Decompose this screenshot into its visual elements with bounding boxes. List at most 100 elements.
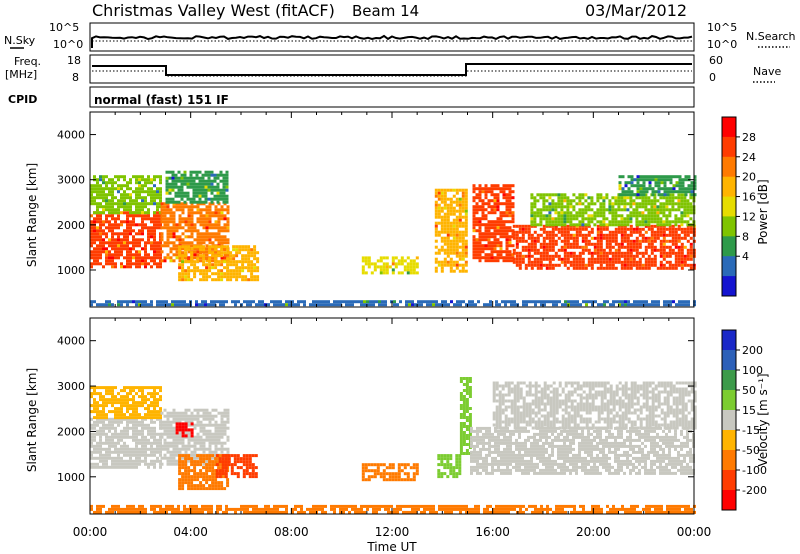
power-ylabel: Slant Range [km] (25, 163, 39, 267)
echo-band (90, 300, 696, 307)
echo-band (215, 454, 258, 479)
xtick-label: 12:00 (375, 525, 410, 539)
colorbar-swatch (722, 390, 736, 411)
echo-band (618, 175, 697, 197)
noise-tick-high-right: 10^5 (707, 21, 737, 34)
echo-band (175, 422, 194, 438)
cpid-panel: CPID normal (fast) 151 IF (8, 86, 695, 108)
colorbar-tick: 12 (742, 210, 756, 223)
power-colorbar: 28 24 20 16 12 8 4 (721, 116, 756, 297)
echo-band (530, 193, 696, 227)
colorbar-swatch (722, 276, 736, 297)
time-axis-label: Time UT (366, 540, 417, 554)
colorbar-tick: -15 (742, 424, 760, 437)
velocity-ylabel: Slant Range [km] (25, 368, 39, 472)
nsky-label: N.Sky (4, 34, 36, 47)
colorbar-swatch (722, 430, 736, 451)
noise-panel: N.Sky 10^5 10^0 10^5 10^0 N.Search (4, 21, 796, 52)
station-title: Christmas Valley West (fitACF) (92, 1, 335, 20)
cpid-label: CPID (8, 93, 37, 106)
beam-label: Beam 14 (352, 2, 419, 20)
colorbar-tick: 4 (742, 250, 749, 263)
echo-band (178, 245, 260, 282)
echo-band (361, 256, 419, 275)
colorbar-swatch (722, 490, 736, 511)
echo-band (437, 454, 462, 479)
colorbar-tick: -100 (742, 464, 767, 477)
colorbar-swatch (722, 330, 736, 351)
noise-tick-low-right: 10^0 (707, 38, 737, 51)
echo-band (472, 184, 515, 263)
velocity-colorbar: 200 100 50 15 -15 -50 -100 -200 (721, 329, 767, 511)
noise-tick-low-left: 10^0 (53, 38, 83, 51)
colorbar-tick: 20 (742, 171, 756, 184)
colorbar-tick: 15 (742, 404, 756, 417)
colorbar-tick: 8 (742, 230, 749, 243)
colorbar-tick: 50 (742, 384, 756, 397)
ytick-label: 3000 (57, 174, 85, 187)
time-axis: 00:00 04:00 08:00 12:00 16:00 20:00 00:00 (73, 525, 712, 539)
nave-tick-high: 60 (709, 54, 723, 67)
colorbar-swatch (722, 236, 736, 257)
xtick-label: 04:00 (173, 525, 208, 539)
colorbar-swatch (722, 350, 736, 371)
colorbar-swatch (722, 136, 736, 158)
echo-band (90, 504, 696, 514)
freq-panel: Freq. [MHz] 18 8 60 0 Nave (5, 54, 781, 84)
ytick-label: 4000 (57, 129, 85, 142)
date-label: 03/Mar/2012 (585, 1, 687, 20)
ytick-label: 1000 (57, 471, 85, 484)
xtick-label: 20:00 (576, 525, 611, 539)
echo-band (470, 426, 695, 475)
echo-band (492, 381, 697, 430)
colorbar-tick: 16 (742, 191, 756, 204)
ytick-label: 2000 (57, 219, 85, 232)
xtick-label: 00:00 (73, 525, 108, 539)
colorbar-tick: -200 (742, 484, 767, 497)
echo-band (178, 454, 230, 491)
nsearch-label: N.Search (746, 30, 796, 43)
echo-band (434, 188, 468, 273)
power-panel: 1000 2000 3000 4000 Slant Range [km] (25, 111, 697, 308)
colorbar-swatch (722, 216, 736, 237)
echo-band (90, 417, 162, 469)
colorbar-swatch (722, 156, 736, 178)
ytick-label: 2000 (57, 425, 85, 438)
colorbar-swatch (722, 410, 736, 431)
xtick-label: 16:00 (475, 525, 510, 539)
xtick-label: 08:00 (274, 525, 309, 539)
freq-tick-high: 18 (67, 54, 81, 67)
ytick-label: 4000 (57, 335, 85, 348)
velocity-colorbar-label: Velocity [m s⁻¹] (756, 373, 770, 466)
colorbar-swatch (722, 176, 736, 198)
echo-band (160, 408, 230, 466)
echo-band (361, 463, 419, 482)
colorbar-tick: 100 (742, 364, 763, 377)
echo-band (90, 386, 162, 420)
colorbar-swatch (722, 470, 736, 491)
ytick-label: 3000 (57, 380, 85, 393)
velocity-panel: 1000 2000 3000 4000 Slant Range [km] (25, 317, 697, 515)
colorbar-tick: 24 (742, 151, 756, 164)
cpid-value: normal (fast) 151 IF (94, 93, 229, 107)
power-colorbar-label: Power [dB] (756, 179, 770, 244)
colorbar-swatch (722, 117, 736, 138)
colorbar-tick: 28 (742, 131, 756, 144)
ytick-label: 1000 (57, 264, 85, 277)
echo-band (165, 170, 229, 204)
colorbar-swatch (722, 256, 736, 277)
colorbar-swatch (722, 450, 736, 471)
colorbar-swatch (722, 196, 736, 217)
freq-unit: [MHz] (5, 68, 37, 81)
freq-tick-low: 8 (72, 71, 79, 84)
colorbar-tick: -50 (742, 444, 760, 457)
echo-band (512, 224, 696, 270)
colorbar-tick: 200 (742, 344, 763, 357)
nave-tick-low: 0 (709, 71, 716, 84)
colorbar-swatch (722, 370, 736, 391)
freq-label: Freq. (14, 55, 41, 68)
nave-label: Nave (753, 65, 781, 78)
noise-tick-high-left: 10^5 (49, 21, 79, 34)
xtick-label: 00:00 (677, 525, 712, 539)
